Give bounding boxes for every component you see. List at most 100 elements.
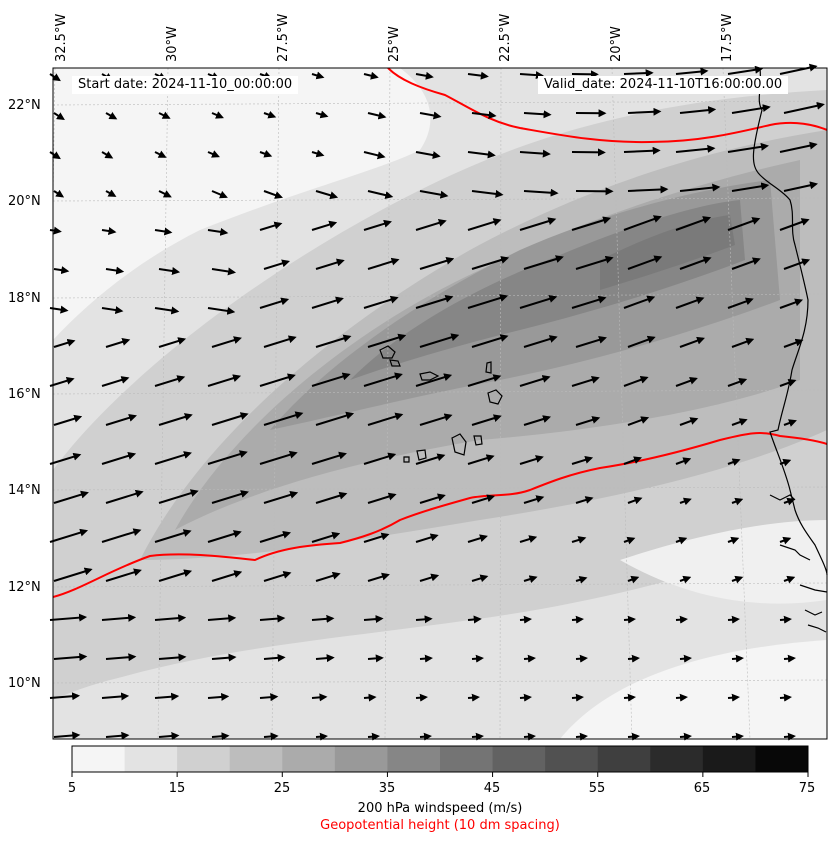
wind-arrow [53,414,83,426]
wind-arrow [105,338,131,348]
wind-arrow [679,256,712,270]
wind-arrow [101,306,124,314]
wind-arrow [263,653,286,662]
lat-label-10n: 10°N [8,676,41,691]
wind-arrow [419,732,432,741]
wind-arrow [211,570,243,582]
wind-arrow [571,216,612,231]
wind-arrow [575,496,594,504]
wind-arrow [519,535,538,543]
wind-arrow [779,218,810,231]
wind-arrow [49,528,89,543]
wind-arrow [523,732,536,741]
wind-arrow [101,151,114,159]
wind-arrow [523,575,538,583]
wind-arrow [623,215,662,231]
wind-arrow [467,615,482,624]
wind-arrow [783,181,819,192]
wind-arrow [259,614,286,623]
wind-arrow [211,267,237,276]
colorbar-bin [650,746,704,772]
wind-arrow [519,455,544,465]
wind-arrow [467,150,496,159]
wind-arrow [419,573,440,582]
island-sal [485,361,492,374]
wind-arrow [105,489,144,504]
wind-arrow [727,693,740,702]
wind-arrow [311,451,347,465]
island-maio [473,435,483,446]
wind-arrow [211,111,224,119]
wind-arrow [623,456,643,465]
wind-arrow [783,419,797,427]
wind-arrow [415,71,434,80]
wind-arrow [105,731,130,740]
colorbar-bin [124,746,178,772]
colorbar-bin [597,746,651,772]
colorbar-bin [177,746,231,772]
coastlines [379,67,828,633]
wind-arrow [259,297,290,309]
wind-arrow [211,336,242,348]
wind-arrow [419,654,433,663]
colorbar-tick-75: 75 [798,781,816,796]
windspeed-band-5-10 [53,68,431,340]
wind-arrow [779,298,804,309]
wind-arrow [207,306,236,315]
wind-arrow [363,372,403,387]
valid-date-label: Valid_date: 2024-11-10T16:00:00.00 [538,76,789,94]
wind-arrow [49,226,62,235]
wind-arrow [311,149,325,158]
colorbar-bin [440,746,494,772]
wind-arrow [627,496,643,505]
wind-arrow [623,376,649,387]
island-santo-antao [379,345,396,359]
wind-arrow [415,151,441,160]
wind-arrow [363,532,390,543]
wind-arrow [783,654,796,663]
wind-arrow [263,259,290,270]
colorbar-tick-45: 45 [483,781,501,796]
wind-arrow [101,451,137,465]
wind-arrow [675,457,692,465]
wind-arrow [101,692,130,701]
wind-arrow [471,574,489,583]
wind-arrow [259,221,283,231]
wind-arrow [679,497,692,506]
wind-arrow [575,732,588,741]
wind-arrow [675,216,712,231]
wind-arrow [101,227,117,235]
wind-arrow [259,373,296,387]
wind-arrow [571,693,584,702]
wind-arrow [467,294,509,309]
wind-arrow [727,536,740,545]
wind-arrow [263,411,304,426]
wind-arrow [367,333,407,348]
geopotential-contour-south [53,432,827,598]
wind-arrow [259,693,279,702]
wind-arrow [259,530,292,543]
wind-arrow [727,297,754,309]
island-brava [403,456,410,463]
wind-arrow [211,732,230,741]
wind-arrow [315,491,348,504]
wind-arrow [467,71,489,80]
wind-arrow [363,295,399,309]
wind-arrow [315,654,335,663]
wind-arrow [675,536,688,545]
wind-arrow [53,490,89,504]
wind-arrow [623,536,636,545]
wind-arrow [363,151,386,160]
lat-label-14n: 14°N [8,483,41,498]
wind-arrow [623,693,636,702]
colorbar-bin [545,746,599,772]
wind-arrow [207,227,229,236]
wind-arrow [363,452,397,465]
wind-arrow [158,337,187,348]
wind-arrow [158,569,193,582]
wind-arrow [154,529,192,543]
windspeed-band-5-10-south [560,640,827,739]
wind-arrow [311,531,341,543]
wind-arrow [158,267,181,275]
wind-arrow [53,189,65,198]
